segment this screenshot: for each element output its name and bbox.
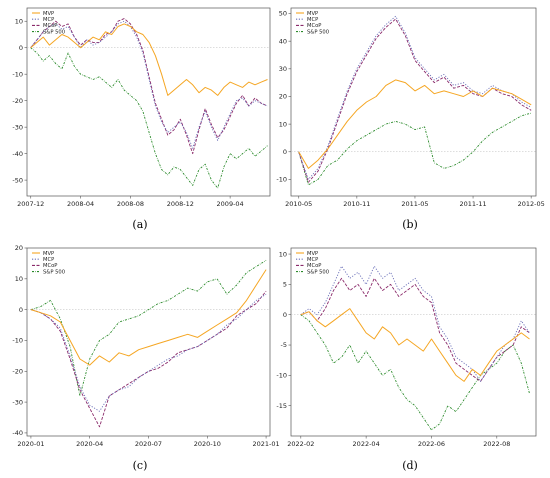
legend-label: MCP bbox=[307, 257, 318, 263]
panel-caption: (a) bbox=[132, 218, 147, 231]
legend-label: MCoP bbox=[43, 23, 57, 29]
y-tick-label: 0 bbox=[283, 311, 287, 319]
legend-label: MCoP bbox=[43, 263, 57, 269]
y-tick-label: -5 bbox=[281, 341, 287, 349]
plot-frame bbox=[290, 247, 537, 437]
y-tick-label: 50 bbox=[279, 10, 287, 18]
y-tick-label: 20 bbox=[15, 244, 23, 252]
series-line-s-p-500 bbox=[298, 112, 532, 186]
x-tick-label: 2009-04 bbox=[217, 200, 244, 208]
y-tick-label: 10 bbox=[279, 120, 287, 128]
y-tick-label: 0 bbox=[19, 306, 23, 314]
legend-label: MVP bbox=[307, 251, 318, 257]
legend-label: S&P 500 bbox=[307, 269, 329, 275]
series-line-s-p-500 bbox=[30, 47, 268, 189]
legend-label: MCP bbox=[307, 17, 318, 23]
x-tick-label: 2020-04 bbox=[76, 440, 103, 448]
x-tick-label: 2011-11 bbox=[459, 200, 486, 208]
y-tick-label: -10 bbox=[276, 176, 287, 184]
series-line-mcop bbox=[300, 277, 530, 382]
y-tick-label: -40 bbox=[12, 150, 23, 158]
legend-label: MVP bbox=[43, 11, 54, 17]
y-tick-label: 10 bbox=[279, 250, 287, 258]
x-tick-label: 2020-07 bbox=[135, 440, 162, 448]
y-tick-label: 0 bbox=[283, 148, 287, 156]
x-tick-label: 2022-02 bbox=[287, 440, 314, 448]
plot-frame bbox=[290, 7, 537, 197]
y-tick-label: -15 bbox=[276, 402, 287, 410]
legend-label: S&P 500 bbox=[307, 29, 329, 35]
x-tick-label: 2008-04 bbox=[67, 200, 94, 208]
x-tick-label: 2022-08 bbox=[483, 440, 510, 448]
x-tick-label: 2020-10 bbox=[194, 440, 221, 448]
legend-label: MVP bbox=[307, 11, 318, 17]
panel-caption: (d) bbox=[402, 459, 418, 472]
x-tick-label: 2022-06 bbox=[418, 440, 445, 448]
series-line-mcp bbox=[300, 265, 530, 382]
plot-frame bbox=[26, 7, 271, 197]
legend-label: MCP bbox=[43, 17, 54, 23]
panel-caption: (c) bbox=[133, 459, 148, 472]
y-tick-label: 10 bbox=[15, 17, 23, 25]
legend-label: MCoP bbox=[307, 23, 321, 29]
series-line-mcop bbox=[298, 18, 532, 183]
y-tick-label: -40 bbox=[12, 429, 23, 437]
series-line-mcop bbox=[30, 18, 268, 155]
legend-label: S&P 500 bbox=[43, 29, 65, 35]
chart-panel-4: 10 5 0 -5 -10 -15 2022-02 2022-04 2022-06 2022-08… bbox=[276, 247, 537, 472]
x-tick-label: 2021-01 bbox=[252, 440, 279, 448]
plot-frame bbox=[26, 247, 271, 437]
y-tick-label: -10 bbox=[12, 337, 23, 345]
y-tick-label: 30 bbox=[279, 65, 287, 73]
series-line-mcp bbox=[298, 15, 532, 180]
series-line-mvp bbox=[30, 269, 267, 366]
y-tick-label: 20 bbox=[279, 93, 287, 101]
y-tick-label: -20 bbox=[12, 97, 23, 105]
x-tick-label: 2008-12 bbox=[167, 200, 194, 208]
y-tick-label: -10 bbox=[12, 70, 23, 78]
y-tick-label: 0 bbox=[19, 44, 23, 52]
legend-label: MCoP bbox=[307, 263, 321, 269]
series-line-mvp bbox=[300, 308, 530, 382]
series-line-s-p-500 bbox=[300, 314, 530, 431]
y-tick-label: -20 bbox=[12, 367, 23, 375]
x-tick-label: 2010-05 bbox=[285, 200, 312, 208]
x-tick-label: 2022-04 bbox=[353, 440, 380, 448]
chart-panel-1: 10 0 -10 -20 -30 -40 -50 2007-12 2008-04 2008-08 2… bbox=[12, 7, 271, 231]
series-line-s-p-500 bbox=[30, 259, 267, 397]
legend-label: MCP bbox=[43, 257, 54, 263]
y-tick-label: -30 bbox=[12, 123, 23, 131]
legend-label: S&P 500 bbox=[43, 269, 65, 275]
series-line-mvp bbox=[298, 79, 532, 169]
x-tick-label: 2020-01 bbox=[17, 440, 44, 448]
series-line-mcp bbox=[30, 20, 268, 149]
y-tick-label: 10 bbox=[15, 275, 23, 283]
chart-panel-2: 50 40 30 20 10 0 -10 2010-05 2010-11 2011-05 2011-… bbox=[276, 7, 545, 231]
x-tick-label: 2012-05 bbox=[518, 200, 545, 208]
y-tick-label: 5 bbox=[283, 281, 287, 289]
y-tick-label: -10 bbox=[276, 372, 287, 380]
x-tick-label: 2008-08 bbox=[117, 200, 144, 208]
chart-panel-3: 20 10 0 -10 -20 -30 -40 2020-01 2020-04 2020-07 20… bbox=[12, 244, 279, 472]
legend-label: MVP bbox=[43, 251, 54, 257]
series-line-mcp bbox=[30, 293, 267, 412]
x-tick-label: 2011-05 bbox=[401, 200, 428, 208]
series-line-mcop bbox=[30, 290, 267, 428]
y-tick-label: 40 bbox=[279, 37, 287, 45]
x-tick-label: 2007-12 bbox=[17, 200, 44, 208]
y-tick-label: -30 bbox=[12, 398, 23, 406]
panel-caption: (b) bbox=[402, 218, 418, 231]
x-tick-label: 2010-11 bbox=[343, 200, 370, 208]
y-tick-label: -50 bbox=[12, 176, 23, 184]
series-line-mvp bbox=[30, 23, 268, 96]
